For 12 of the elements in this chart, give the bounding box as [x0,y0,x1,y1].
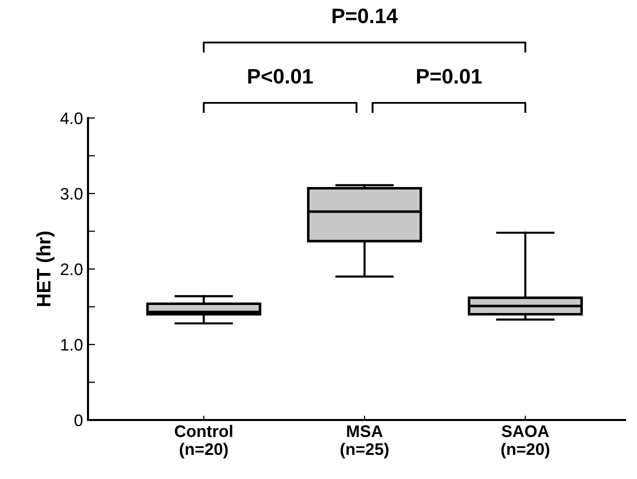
y-tick-label: 0 [74,414,82,426]
text: P<0.01 [248,68,313,84]
y-tick-label: 2.0 [60,263,82,276]
y-axis-title: HET (hr) [36,232,54,306]
x-tick-label: MSA (n=25) [340,425,388,458]
x-tick-label: SAOA (n=20) [501,425,550,458]
y-tick-label: 1.0 [61,338,82,351]
x-tick-label: Control (n=20) [174,424,232,458]
text: P=0.14 [332,8,398,24]
y-tick-label: 4.0 [60,112,82,124]
y-tick-label: 3.0 [60,188,82,200]
text: P=0.01 [417,68,482,84]
